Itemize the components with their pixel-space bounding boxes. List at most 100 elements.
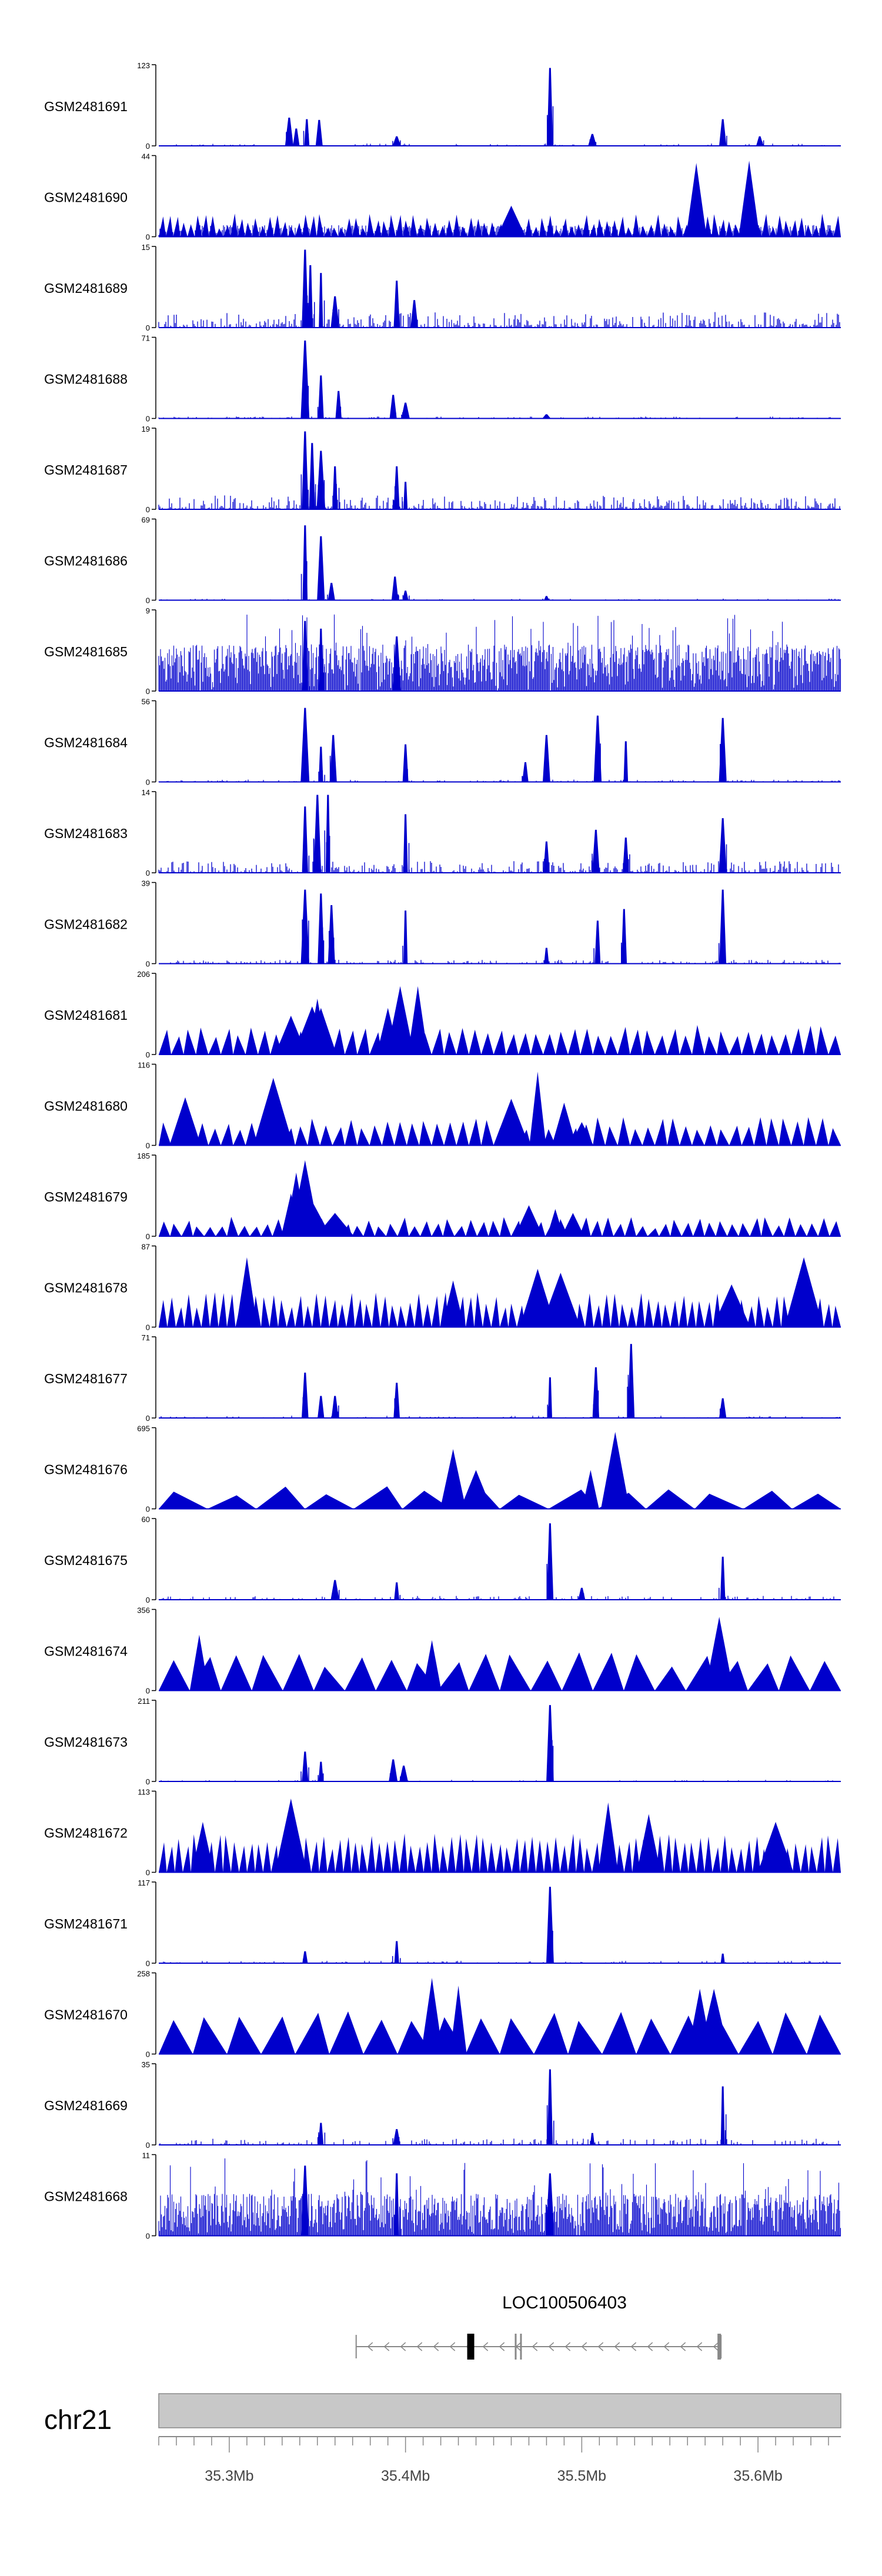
signal-triangle: [712, 1847, 721, 1873]
y-max-label: 11: [142, 2151, 151, 2160]
y-zero-label: 0: [146, 2050, 150, 2059]
signal-triangle: [363, 1220, 375, 1236]
strand-arrow: [713, 2342, 719, 2351]
signal-peak: [399, 1766, 409, 1782]
signal-triangle: [481, 1120, 494, 1146]
signal-triangle: [493, 1030, 506, 1055]
signal-triangle: [500, 1494, 549, 1509]
signal-triangle: [273, 215, 281, 237]
y-max-label: 71: [142, 1333, 150, 1342]
signal-triangle: [534, 2013, 568, 2054]
track-label: GSM2481677: [44, 1371, 128, 1386]
signal-triangle: [580, 1029, 593, 1055]
signal-triangle: [382, 1122, 395, 1146]
signal-triangle: [596, 219, 604, 237]
strand-arrow: [614, 2342, 620, 2351]
signal-triangle: [391, 1840, 400, 1873]
signal-triangle: [636, 1226, 648, 1236]
signal-triangle: [269, 1295, 278, 1327]
signal-triangle: [729, 1126, 742, 1146]
signal-triangle: [632, 214, 640, 237]
signal-triangle: [466, 1297, 475, 1327]
signal-triangle: [345, 1657, 376, 1691]
signal-triangle: [543, 1034, 556, 1055]
signal-triangle: [183, 1029, 196, 1055]
signal-triangle: [311, 1841, 319, 1873]
y-max-label: 695: [137, 1424, 150, 1433]
signal-peak: [442, 1280, 465, 1327]
signal-triangle: [592, 1842, 600, 1873]
signal-bars: [161, 598, 839, 600]
signal-triangle: [642, 1030, 655, 1055]
signal-triangle: [800, 1844, 809, 1873]
signal-triangle: [508, 1303, 517, 1327]
gene-exon: [467, 2334, 475, 2360]
signal-triangle: [479, 1837, 488, 1873]
signal-triangle: [159, 1842, 167, 1873]
signal-peak: [627, 1344, 635, 1419]
signal-triangle: [784, 1217, 796, 1236]
signal-triangle: [386, 1223, 397, 1236]
signal-triangle: [824, 1835, 833, 1873]
signal-triangle: [739, 2021, 773, 2054]
signal-triangle: [593, 1117, 606, 1146]
signal-triangle: [245, 1123, 258, 1146]
signal-triangle: [319, 1836, 328, 1873]
y-max-label: 123: [137, 61, 150, 70]
signal-triangle: [679, 1126, 692, 1146]
signal-bars: [158, 861, 840, 873]
signal-triangle: [773, 1225, 784, 1236]
signal-peak: [699, 1988, 730, 2054]
signal-peak: [547, 1209, 564, 1236]
signal-triangle: [402, 1490, 452, 1509]
signal-triangle: [477, 1222, 489, 1236]
signal-triangle: [792, 1493, 841, 1509]
signal-triangle: [469, 1654, 500, 1691]
strand-arrow: [696, 2342, 703, 2351]
track-GSM2481678: GSM2481678 87 0: [44, 1243, 841, 1332]
signal-triangle: [688, 1842, 697, 1873]
signal-tracks: GSM24816911230GSM2481690440GSM2481689150…: [44, 61, 841, 2241]
y-max-label: 206: [137, 970, 150, 979]
signal-triangle: [704, 1125, 717, 1146]
signal-triangle: [536, 1840, 544, 1873]
signal-triangle: [752, 1836, 761, 1873]
signal-triangle: [286, 1307, 295, 1327]
signal-triangle: [184, 1294, 193, 1327]
signal-triangle: [618, 216, 626, 237]
signal-triangle: [463, 1838, 472, 1873]
track-label: GSM2481682: [44, 917, 128, 932]
track-label: GSM2481689: [44, 281, 128, 296]
strand-arrow: [680, 2342, 686, 2351]
signal-triangle: [159, 1029, 172, 1055]
signal-triangle: [747, 1306, 756, 1327]
strand-arrow: [383, 2342, 390, 2351]
signal-triangle: [693, 1219, 704, 1236]
signal-triangle: [832, 1306, 841, 1327]
signal-triangle: [593, 1036, 606, 1055]
track-label: GSM2481688: [44, 372, 128, 387]
signal-triangle: [466, 1220, 477, 1236]
signal-triangle: [679, 1296, 687, 1327]
signal-peak: [547, 68, 553, 146]
signal-triangle: [833, 215, 841, 237]
signal-triangle: [773, 1296, 781, 1327]
y-zero-label: 0: [146, 869, 150, 877]
track-label: GSM2481671: [44, 1916, 128, 1931]
signal-triangle: [420, 1221, 432, 1236]
signal-triangle: [711, 214, 719, 237]
signal-triangle: [359, 1844, 368, 1873]
signal-triangle: [375, 1843, 384, 1873]
signal-triangle: [727, 1224, 739, 1236]
y-max-label: 44: [142, 152, 150, 161]
signal-peak: [391, 576, 399, 600]
track-label: GSM2481684: [44, 735, 128, 750]
signal-bars: [158, 312, 840, 328]
signal-peak: [756, 136, 764, 146]
signal-triangle: [329, 2011, 363, 2054]
signal-triangle: [278, 1300, 287, 1327]
signal-triangle: [303, 1306, 312, 1327]
signal-triangle: [233, 1035, 246, 1055]
y-zero-label: 0: [146, 687, 150, 696]
strand-arrow: [647, 2342, 653, 2351]
